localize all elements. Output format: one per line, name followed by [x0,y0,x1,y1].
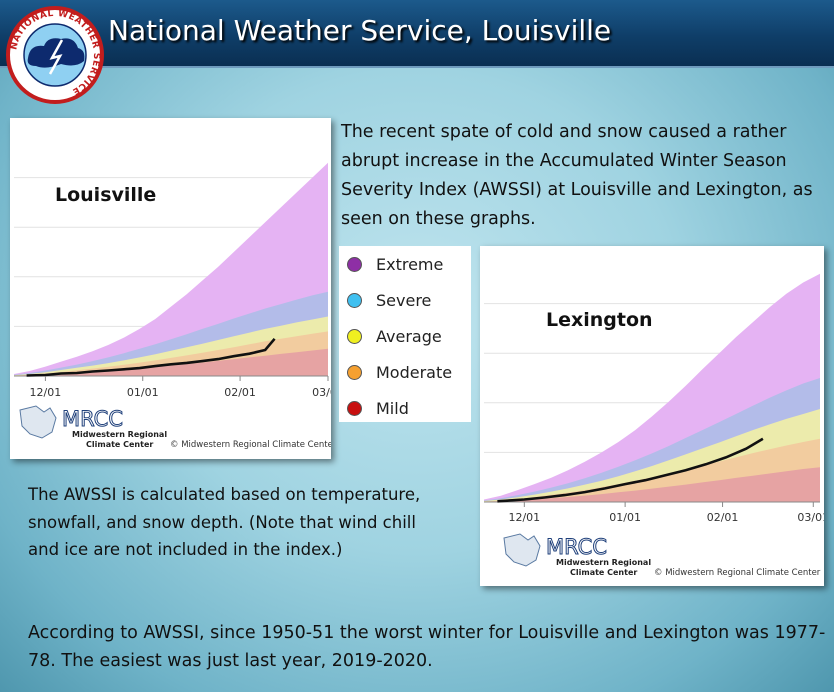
band-mild [484,467,820,502]
lexington-chart-panel: 12/01 01/01 02/01 03/01 Lexington MRCCMidwest… [480,246,824,586]
chart-title: Lexington [546,309,653,331]
legend-dot-extreme [347,256,362,272]
mrcc-brand: MRCC [546,535,607,559]
bottom-text: According to AWSSI, since 1950-51 the wo… [28,623,826,671]
legend-dot-average [347,328,362,344]
x-tick-label-3: 03/01 [312,386,331,399]
severity-legend: Extreme Severe Average Moderate Mild [339,246,471,422]
band-mild [14,348,328,376]
mrcc-org-line2: Climate Center [86,440,153,449]
nws-logo: NATIONAL WEATHER SERVICE [6,6,104,104]
legend-item-severe: Severe [347,287,431,313]
legend-label-mild: Mild [376,398,409,418]
observed-line [26,337,276,377]
note-text: The AWSSI is calculated based on tempera… [28,485,421,559]
legend-label-severe: Severe [376,290,432,310]
x-tick-label-0: 12/01 [508,511,540,524]
mrcc-org-line2: Climate Center [570,568,637,577]
x-tick-label-2: 02/01 [707,511,739,524]
legend-item-extreme: Extreme [347,251,443,277]
mrcc-map-icon [19,405,57,439]
louisville-chart: 12/01 01/01 02/01 03/01 Louisville MRCCMidwes… [14,162,331,450]
mrcc-map-icon [503,533,541,567]
x-tick-label-2: 02/01 [224,386,256,399]
louisville-chart-panel: 12/01 01/01 02/01 03/01 Louisville MRCCMidwes… [10,118,331,459]
lexington-chart: 12/01 01/01 02/01 03/01 Lexington MRCCMidwest… [484,273,824,578]
mrcc-org-line1: Midwestern Regional [72,430,167,439]
x-tick-label-0: 12/01 [30,386,62,399]
legend-label-average: Average [376,326,442,346]
title-banner: National Weather Service, Louisville [0,0,834,68]
x-tick-label-3: 03/01 [797,511,824,524]
legend-dot-severe [347,292,362,308]
mrcc-org-line1: Midwestern Regional [556,558,651,567]
observed-line [497,437,764,503]
legend-item-average: Average [347,323,442,349]
x-tick-label-1: 01/01 [609,511,641,524]
legend-dot-moderate [347,364,362,380]
legend-label-extreme: Extreme [376,254,444,274]
mrcc-brand: MRCC [62,407,123,431]
legend-dot-mild [347,400,362,416]
page-title: National Weather Service, Louisville [108,14,612,47]
legend-item-moderate: Moderate [347,359,452,385]
mrcc-copyright: © Midwestern Regional Climate Center [654,568,821,578]
x-tick-label-1: 01/01 [127,386,159,399]
legend-item-mild: Mild [347,395,409,421]
chart-title: Louisville [55,184,156,206]
intro-text: The recent spate of cold and snow caused… [341,122,813,229]
legend-label-moderate: Moderate [376,362,453,382]
mrcc-copyright: © Midwestern Regional Climate Center [170,440,331,450]
